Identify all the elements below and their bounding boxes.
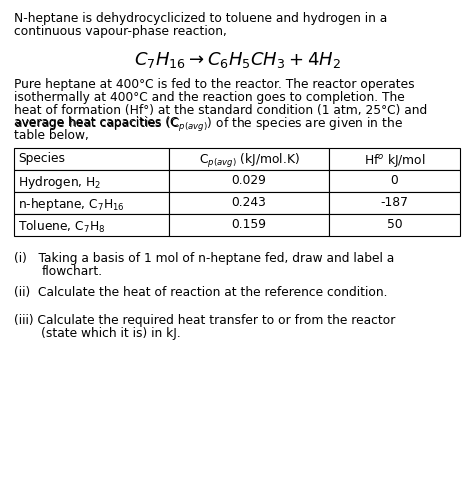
Bar	[329, 148, 460, 171]
Bar	[14, 215, 169, 236]
Text: Toluene, C$_7$H$_8$: Toluene, C$_7$H$_8$	[18, 219, 105, 235]
Bar	[14, 171, 169, 193]
Text: (iii) Calculate the required heat transfer to or from the reactor: (iii) Calculate the required heat transf…	[14, 314, 395, 327]
Text: N-heptane is dehydrocyclicized to toluene and hydrogen in a: N-heptane is dehydrocyclicized to toluen…	[14, 12, 387, 25]
Text: (i)   Taking a basis of 1 mol of n-heptane fed, draw and label a: (i) Taking a basis of 1 mol of n-heptane…	[14, 252, 394, 265]
Bar	[169, 171, 329, 193]
Bar	[169, 148, 329, 171]
Text: 0: 0	[391, 174, 398, 187]
Text: 0.243: 0.243	[232, 196, 266, 209]
Text: Pure heptane at 400°C is fed to the reactor. The reactor operates: Pure heptane at 400°C is fed to the reac…	[14, 78, 415, 91]
Text: heat of formation (Hf°) at the standard condition (1 atm, 25°C) and: heat of formation (Hf°) at the standard …	[14, 103, 427, 117]
Text: C$_{p(avg)}$ (kJ/mol.K): C$_{p(avg)}$ (kJ/mol.K)	[199, 152, 300, 171]
Text: Hydrogen, H$_2$: Hydrogen, H$_2$	[18, 174, 101, 192]
Bar	[14, 148, 169, 171]
Text: table below,: table below,	[14, 129, 89, 142]
Text: isothermally at 400°C and the reaction goes to completion. The: isothermally at 400°C and the reaction g…	[14, 91, 405, 104]
Bar	[329, 215, 460, 236]
Text: average heat capacities (C: average heat capacities (C	[14, 116, 179, 129]
Text: Species: Species	[18, 152, 65, 166]
Bar	[14, 193, 169, 215]
Text: (ii)  Calculate the heat of reaction at the reference condition.: (ii) Calculate the heat of reaction at t…	[14, 286, 388, 299]
Text: 0.159: 0.159	[231, 219, 266, 231]
Bar	[169, 215, 329, 236]
Text: flowchart.: flowchart.	[42, 265, 103, 278]
Bar	[329, 171, 460, 193]
Text: average heat capacities (C$_{p(avg)}$) of the species are given in the: average heat capacities (C$_{p(avg)}$) o…	[14, 116, 403, 134]
Text: (state which it is) in kJ.: (state which it is) in kJ.	[14, 327, 181, 340]
Text: Hf$^o$ kJ/mol: Hf$^o$ kJ/mol	[364, 152, 425, 170]
Bar	[329, 193, 460, 215]
Text: n-heptane, C$_7$H$_{16}$: n-heptane, C$_7$H$_{16}$	[18, 196, 125, 214]
Text: continuous vapour-phase reaction,: continuous vapour-phase reaction,	[14, 25, 227, 38]
Text: 50: 50	[387, 219, 402, 231]
Text: $\mathbf{\mathit{C_7H_{16} \rightarrow C_6H_5CH_3 + 4H_2}}$: $\mathbf{\mathit{C_7H_{16} \rightarrow C…	[134, 50, 340, 70]
Bar	[169, 193, 329, 215]
Text: 0.029: 0.029	[232, 174, 266, 187]
Text: -187: -187	[381, 196, 409, 209]
